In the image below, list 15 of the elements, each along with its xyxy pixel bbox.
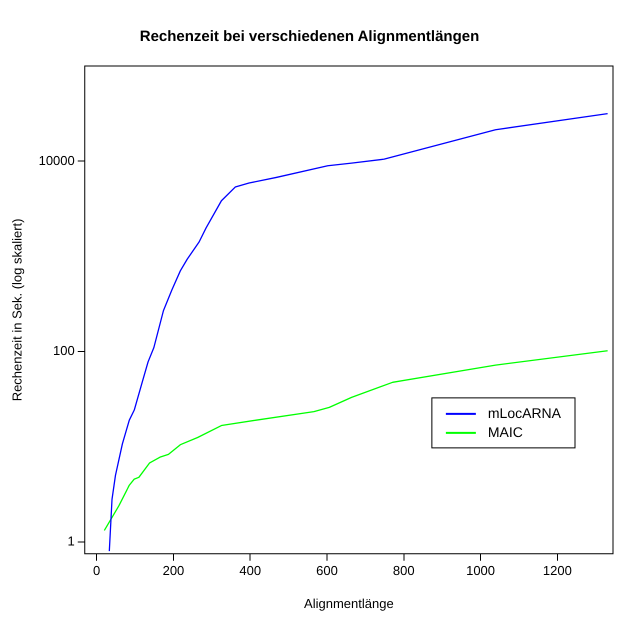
legend-label: mLocARNA — [488, 404, 562, 421]
x-tick-label: 800 — [392, 563, 415, 578]
y-tick-label: 1 — [68, 533, 75, 548]
x-tick-label: 1200 — [542, 563, 572, 578]
y-axis-title: Rechenzeit in Sek. (log skaliert) — [9, 218, 24, 402]
x-tick-label: 200 — [162, 563, 184, 578]
legend-label: MAIC — [488, 424, 523, 440]
chart-title: Rechenzeit bei verschiedenen Alignmentlängen — [140, 28, 480, 46]
y-tick-label: 10000 — [38, 152, 75, 168]
y-tick-label: 100 — [53, 343, 75, 358]
x-axis-title: Alignmentlänge — [304, 596, 394, 611]
x-tick-label: 1000 — [466, 563, 496, 578]
x-tick-label: 600 — [316, 563, 338, 578]
x-tick-label: 0 — [93, 563, 100, 578]
x-tick-label: 400 — [239, 563, 262, 578]
